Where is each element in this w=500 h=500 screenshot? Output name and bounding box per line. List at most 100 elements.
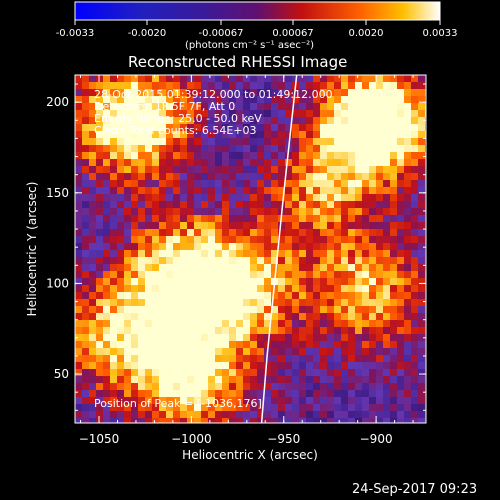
heatmap-cell [390, 369, 397, 376]
heatmap-cell [418, 145, 425, 152]
heatmap-cell [103, 404, 110, 411]
heatmap-cell [404, 418, 411, 423]
heatmap-cell [306, 264, 313, 271]
heatmap-cell [362, 418, 369, 423]
heatmap-cell [341, 341, 348, 348]
heatmap-cell [187, 138, 194, 145]
heatmap-cell [383, 131, 390, 138]
heatmap-cell [159, 145, 166, 152]
heatmap-cell [229, 110, 236, 117]
heatmap-cell [334, 173, 341, 180]
heatmap-cell [103, 397, 110, 404]
heatmap-cell [110, 201, 117, 208]
heatmap-cell [152, 306, 159, 313]
heatmap-cell [327, 250, 334, 257]
heatmap-cell [208, 313, 215, 320]
heatmap-cell [229, 236, 236, 243]
heatmap-cell [96, 327, 103, 334]
heatmap-cell [194, 271, 201, 278]
heatmap-cell [369, 124, 376, 131]
heatmap-cell [124, 285, 131, 292]
heatmap-cell [411, 201, 418, 208]
heatmap-cell [397, 376, 404, 383]
heatmap-cell [271, 194, 278, 201]
heatmap-cell [243, 194, 250, 201]
heatmap-cell [397, 327, 404, 334]
heatmap-cell [397, 243, 404, 250]
heatmap-cell [208, 180, 215, 187]
heatmap-cell [411, 103, 418, 110]
heatmap-cell [180, 306, 187, 313]
heatmap-cell [341, 390, 348, 397]
heatmap-cell [145, 348, 152, 355]
heatmap-cell [236, 201, 243, 208]
heatmap-cell [278, 418, 285, 423]
heatmap-cell [257, 327, 264, 334]
heatmap-cell [390, 117, 397, 124]
heatmap-cell [117, 369, 124, 376]
heatmap-cell [320, 110, 327, 117]
heatmap-cell [299, 208, 306, 215]
heatmap-cell [236, 138, 243, 145]
heatmap-cell [208, 250, 215, 257]
heatmap-cell [166, 166, 173, 173]
heatmap-cell [264, 117, 271, 124]
heatmap-cell [341, 313, 348, 320]
heatmap-cell [229, 292, 236, 299]
heatmap-cell [208, 306, 215, 313]
heatmap-cell [110, 334, 117, 341]
heatmap-cell [418, 110, 425, 117]
heatmap-cell [75, 215, 82, 222]
heatmap-cell [173, 194, 180, 201]
heatmap-cell [222, 236, 229, 243]
heatmap-cell [397, 306, 404, 313]
heatmap-cell [96, 201, 103, 208]
heatmap-cell [215, 96, 222, 103]
heatmap-cell [348, 243, 355, 250]
heatmap-cell [82, 138, 89, 145]
heatmap-cell [257, 222, 264, 229]
heatmap-cell [320, 187, 327, 194]
heatmap-cell [208, 292, 215, 299]
heatmap-cell [397, 173, 404, 180]
heatmap-cell [271, 180, 278, 187]
heatmap-cell [208, 159, 215, 166]
heatmap-cell [103, 180, 110, 187]
heatmap-cell [103, 390, 110, 397]
heatmap-cell [313, 355, 320, 362]
heatmap-cell [229, 390, 236, 397]
heatmap-cell [362, 166, 369, 173]
heatmap-cell [110, 82, 117, 89]
heatmap-cell [131, 75, 138, 82]
heatmap-cell [201, 215, 208, 222]
heatmap-cell [145, 299, 152, 306]
heatmap-cell [222, 264, 229, 271]
heatmap-cell [376, 180, 383, 187]
heatmap-cell [236, 229, 243, 236]
heatmap-cell [411, 271, 418, 278]
heatmap-cell [418, 236, 425, 243]
colorbar-tick-label: -0.00067 [199, 28, 244, 39]
heatmap-cell [341, 215, 348, 222]
heatmap-cell [313, 82, 320, 89]
heatmap-cell [145, 285, 152, 292]
heatmap-cell [327, 166, 334, 173]
heatmap-cell [313, 222, 320, 229]
heatmap-cell [397, 362, 404, 369]
heatmap-cell [257, 376, 264, 383]
heatmap-cell [355, 341, 362, 348]
heatmap-cell [82, 103, 89, 110]
heatmap-cell [264, 334, 271, 341]
heatmap-cell [159, 138, 166, 145]
heatmap-cell [159, 313, 166, 320]
heatmap-cell [397, 278, 404, 285]
heatmap-cell [369, 89, 376, 96]
heatmap-cell [103, 194, 110, 201]
heatmap-cell [285, 201, 292, 208]
heatmap-cell [369, 173, 376, 180]
heatmap-cell [103, 264, 110, 271]
heatmap-cell [271, 383, 278, 390]
heatmap-cell [285, 138, 292, 145]
heatmap-cell [229, 404, 236, 411]
heatmap-cell [131, 117, 138, 124]
